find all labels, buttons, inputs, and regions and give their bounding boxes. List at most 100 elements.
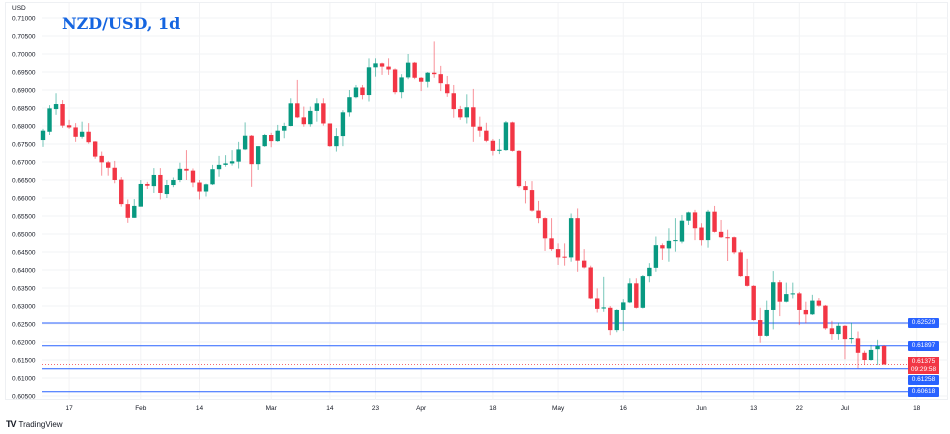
candle[interactable] — [190, 168, 196, 188]
candle[interactable] — [738, 249, 743, 277]
candle[interactable] — [705, 209, 711, 248]
candle[interactable] — [282, 122, 287, 139]
candle[interactable] — [842, 325, 848, 360]
candle[interactable] — [686, 211, 691, 225]
candle[interactable] — [288, 98, 293, 127]
candle[interactable] — [47, 105, 52, 135]
candle[interactable] — [445, 75, 450, 97]
candle[interactable] — [471, 88, 476, 142]
candle[interactable] — [347, 90, 352, 117]
candle[interactable] — [744, 258, 750, 287]
candle[interactable] — [823, 304, 828, 330]
candle[interactable] — [340, 110, 346, 147]
candle[interactable] — [692, 209, 698, 241]
candle[interactable] — [223, 155, 228, 167]
candle[interactable] — [106, 160, 111, 176]
candle[interactable] — [236, 141, 241, 169]
candle[interactable] — [249, 135, 254, 187]
candle[interactable] — [164, 180, 170, 198]
candle[interactable] — [203, 183, 209, 197]
candle[interactable] — [797, 291, 802, 326]
candle[interactable] — [868, 344, 874, 361]
candle[interactable] — [542, 217, 548, 251]
candle[interactable] — [112, 160, 117, 184]
candle[interactable] — [314, 98, 320, 122]
candle[interactable] — [523, 181, 528, 204]
candle[interactable] — [379, 62, 385, 75]
candle[interactable] — [777, 280, 782, 317]
candle[interactable] — [229, 150, 235, 166]
candle[interactable] — [790, 282, 795, 299]
candle[interactable] — [718, 219, 724, 238]
candle[interactable] — [321, 98, 326, 126]
candle[interactable] — [575, 208, 580, 272]
candle[interactable] — [549, 218, 554, 251]
candle[interactable] — [555, 243, 561, 265]
candle[interactable] — [353, 84, 359, 99]
candle[interactable] — [432, 41, 437, 78]
candle[interactable] — [477, 116, 483, 137]
candle[interactable] — [210, 164, 215, 186]
candle[interactable] — [640, 275, 646, 309]
candle[interactable] — [497, 138, 502, 155]
candle[interactable] — [366, 58, 372, 102]
candle[interactable] — [627, 278, 632, 304]
candle[interactable] — [418, 77, 424, 92]
candle[interactable] — [712, 205, 717, 233]
candle[interactable] — [334, 128, 339, 152]
candle[interactable] — [66, 119, 72, 129]
candle[interactable] — [255, 146, 261, 170]
candle[interactable] — [581, 249, 587, 269]
candle[interactable] — [301, 106, 306, 127]
candle[interactable] — [536, 200, 541, 224]
candle[interactable] — [588, 265, 593, 300]
candle[interactable] — [386, 58, 391, 75]
candle[interactable] — [373, 58, 378, 77]
candle[interactable] — [242, 122, 248, 151]
candle[interactable] — [73, 123, 78, 142]
candle[interactable] — [151, 168, 157, 193]
candle[interactable] — [392, 68, 398, 95]
candle[interactable] — [855, 331, 861, 369]
candle[interactable] — [784, 282, 789, 303]
candle[interactable] — [647, 263, 652, 283]
candle[interactable] — [810, 294, 815, 315]
candle[interactable] — [510, 121, 515, 152]
candle[interactable] — [158, 168, 163, 200]
candle[interactable] — [60, 100, 65, 128]
candle[interactable] — [79, 121, 85, 139]
candle[interactable] — [725, 229, 730, 261]
candle[interactable] — [399, 74, 404, 99]
candle[interactable] — [197, 180, 202, 200]
candle[interactable] — [490, 138, 496, 156]
candle[interactable] — [503, 120, 509, 151]
candle[interactable] — [666, 228, 672, 262]
candle[interactable] — [53, 93, 59, 115]
candle[interactable] — [86, 123, 91, 144]
candle[interactable] — [327, 123, 333, 147]
candle[interactable] — [731, 236, 737, 255]
candle[interactable] — [614, 309, 619, 333]
candle[interactable] — [653, 236, 659, 272]
candle[interactable] — [405, 54, 411, 80]
candle[interactable] — [92, 141, 98, 159]
candle[interactable] — [275, 124, 280, 142]
candle[interactable] — [125, 199, 130, 223]
candle[interactable] — [216, 155, 222, 177]
tradingview-logo[interactable]: TV TradingView — [6, 419, 63, 429]
candle[interactable] — [451, 84, 456, 118]
candle[interactable] — [295, 79, 300, 119]
candle[interactable] — [881, 344, 887, 366]
candle[interactable] — [177, 162, 183, 183]
candle[interactable] — [568, 213, 574, 262]
candle[interactable] — [145, 181, 150, 189]
candle[interactable] — [660, 243, 665, 260]
candle[interactable] — [601, 276, 606, 312]
candle[interactable] — [751, 285, 756, 321]
candle[interactable] — [119, 177, 124, 207]
candle[interactable] — [458, 105, 463, 120]
candle[interactable] — [771, 271, 776, 330]
candle[interactable] — [875, 339, 880, 366]
candle[interactable] — [425, 72, 430, 88]
candle[interactable] — [360, 84, 365, 100]
